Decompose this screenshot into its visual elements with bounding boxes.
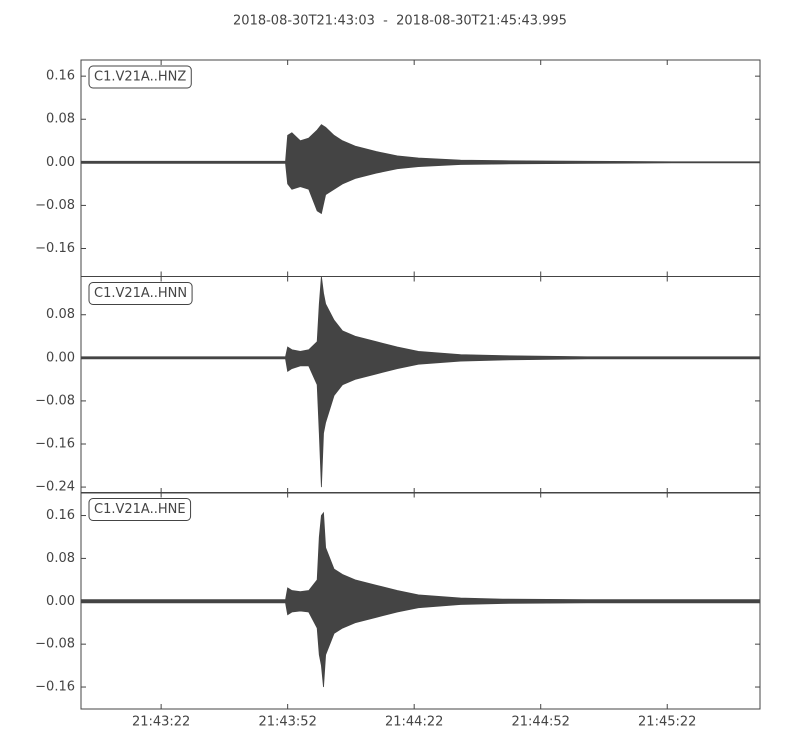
x-tick-label: 21:43:22 xyxy=(132,715,190,730)
y-tick-label: 0.00 xyxy=(46,155,75,170)
y-tick-label: 0.08 xyxy=(46,551,75,566)
x-tick-label: 21:43:52 xyxy=(258,715,316,730)
trace-label: C1.V21A..HNN xyxy=(94,286,187,301)
y-tick-label: 0.00 xyxy=(46,350,75,365)
y-tick-label: −0.16 xyxy=(35,241,75,256)
y-tick-label: −0.16 xyxy=(35,680,75,695)
waveform-envelope xyxy=(81,511,760,602)
y-tick-label: 0.16 xyxy=(46,508,75,523)
y-tick-label: −0.08 xyxy=(35,637,75,652)
y-tick-label: −0.08 xyxy=(35,393,75,408)
x-tick-label: 21:44:22 xyxy=(385,715,443,730)
waveform-envelope xyxy=(81,124,760,163)
waveform-envelope xyxy=(81,357,760,488)
trace-label-box xyxy=(88,282,193,305)
figure-title: 2018-08-30T21:43:03 - 2018-08-30T21:45:4… xyxy=(233,14,567,29)
x-tick-label: 21:44:52 xyxy=(512,715,570,730)
y-tick-label: 0.08 xyxy=(46,307,75,322)
trace-label: C1.V21A..HNZ xyxy=(94,70,186,85)
panel-frame xyxy=(80,59,761,277)
y-tick-label: 0.16 xyxy=(46,69,75,84)
waveform-envelope xyxy=(81,600,760,688)
trace-label-box xyxy=(88,498,192,521)
panel-frame xyxy=(80,276,761,494)
y-tick-label: −0.08 xyxy=(35,198,75,213)
y-tick-label: −0.16 xyxy=(35,436,75,451)
trace-label-box xyxy=(88,65,192,89)
panel-frame xyxy=(80,492,761,710)
y-tick-label: 0.08 xyxy=(46,112,75,127)
y-tick-label: −0.24 xyxy=(35,480,75,495)
trace-label: C1.V21A..HNE xyxy=(94,502,186,517)
waveform-envelope xyxy=(81,276,760,359)
y-tick-label: 0.00 xyxy=(46,594,75,609)
x-tick-label: 21:45:22 xyxy=(638,715,696,730)
waveform-envelope xyxy=(81,161,760,215)
